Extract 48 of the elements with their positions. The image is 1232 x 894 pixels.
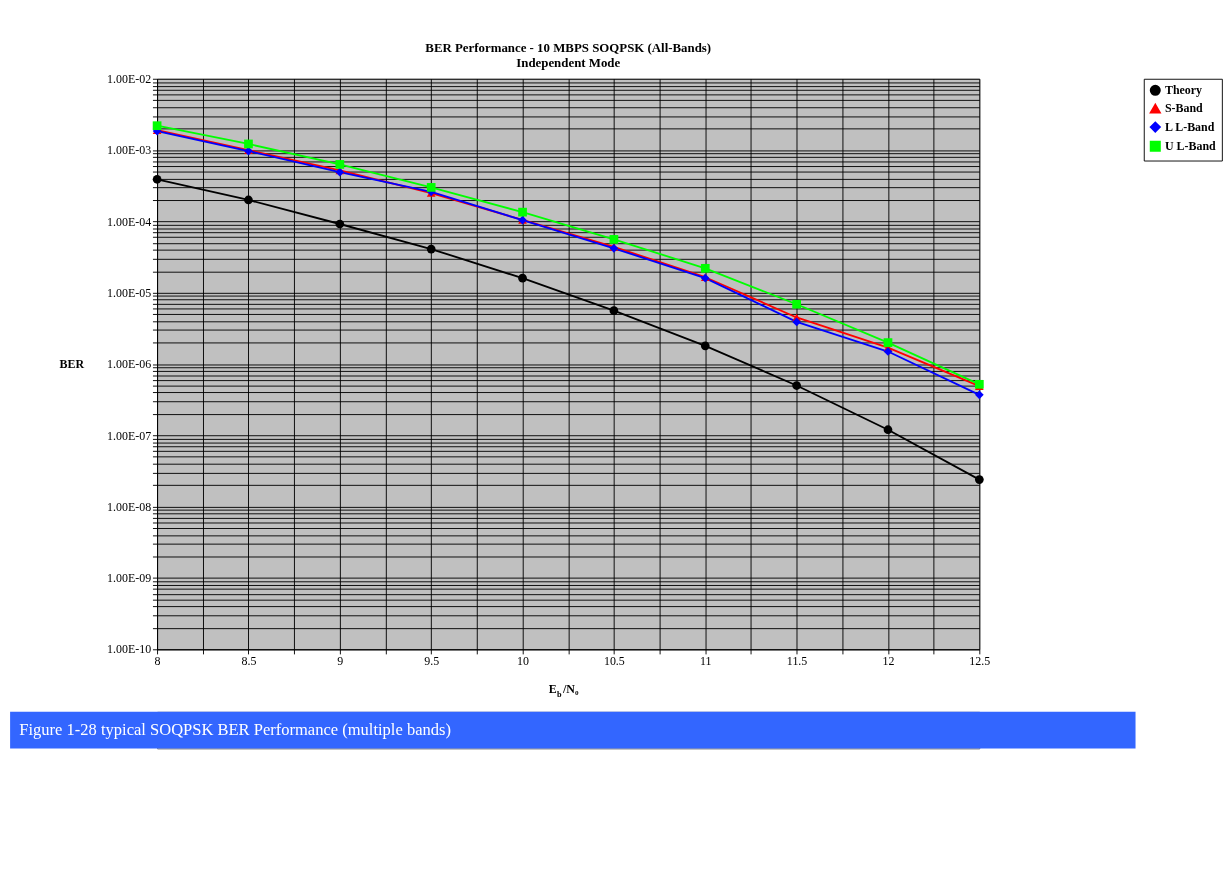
point <box>152 121 162 131</box>
point <box>335 160 345 169</box>
point <box>883 425 893 435</box>
x-tick-label: 10.5 <box>603 654 625 669</box>
point <box>883 338 893 347</box>
x-tick-label: 9.5 <box>424 654 440 669</box>
text: Independent Mode <box>516 55 621 70</box>
point <box>244 139 253 149</box>
x-tick-label: 12.5 <box>969 654 991 669</box>
y-tick-label: 1.00E-07 <box>107 428 152 443</box>
point <box>700 341 710 351</box>
y-tick-label: 1.00E-10 <box>107 642 152 657</box>
y-tick-label: 1.00E-03 <box>107 143 152 158</box>
y-axis-title: BER <box>59 357 85 372</box>
x-tick-label: 10 <box>517 654 530 669</box>
x-tick-label: 11 <box>699 654 712 669</box>
y-tick-label: 1.00E-08 <box>107 499 152 514</box>
x-tick-label: 12 <box>882 654 895 669</box>
y-tick-label: 1.00E-06 <box>107 357 152 372</box>
point <box>975 475 984 484</box>
point <box>426 183 436 192</box>
y-tick-label: 1.00E-09 <box>107 571 152 586</box>
x-tick-label: 8 <box>154 654 161 669</box>
point <box>152 174 162 184</box>
point <box>700 263 710 273</box>
point <box>975 390 984 400</box>
legend-label: U L-Band <box>1164 139 1217 153</box>
y-tick-label: 1.00E-05 <box>107 285 152 300</box>
x-tick-label: 11.5 <box>786 654 808 669</box>
point <box>426 244 436 254</box>
point <box>244 195 253 205</box>
y-tick-label: 1.00E-02 <box>107 71 152 86</box>
caption: Figure 1-28 typical SOQPSK BER Performance (multiple bands) <box>19 719 451 739</box>
point <box>792 381 801 390</box>
point <box>518 273 527 283</box>
legend-label: Theory <box>1164 82 1203 97</box>
legend-label: L L-Band <box>1164 119 1215 134</box>
y-tick-label: 1.00E-04 <box>107 214 152 229</box>
legend-label: S-Band <box>1164 101 1204 116</box>
point <box>792 299 801 309</box>
text: BER Performance - 10 MBPS SOQPSK (All-Bands) <box>425 41 712 56</box>
point <box>609 235 619 244</box>
x-tick-label: 8.5 <box>241 654 257 669</box>
x-tick-label: 9 <box>337 654 344 669</box>
point <box>335 219 345 229</box>
point <box>609 306 619 316</box>
point <box>792 317 801 327</box>
point <box>518 207 527 217</box>
